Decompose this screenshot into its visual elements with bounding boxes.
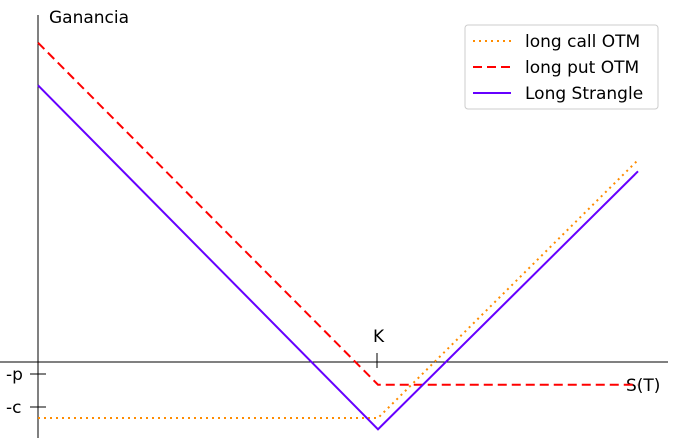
x-axis-label: S(T)	[626, 376, 660, 396]
legend: long call OTM long put OTM Long Strangle	[464, 24, 659, 110]
series-layer	[37, 41, 639, 431]
legend-label-long-call: long call OTM	[525, 32, 640, 52]
legend-label-long-strangle: Long Strangle	[525, 84, 643, 104]
labels: Ganancia S(T) K -p -c	[6, 8, 660, 418]
y-tick-label-p: -p	[6, 365, 23, 385]
y-axis-label: Ganancia	[49, 8, 129, 28]
legend-label-long-put: long put OTM	[525, 58, 639, 78]
series-line-long-put-otm	[37, 41, 638, 386]
series-line-long-call-otm	[38, 159, 639, 419]
y-tick-label-c: -c	[6, 398, 21, 418]
series-line-long-strangle	[37, 84, 639, 431]
strike-label: K	[373, 327, 385, 347]
legend-box	[464, 24, 659, 110]
